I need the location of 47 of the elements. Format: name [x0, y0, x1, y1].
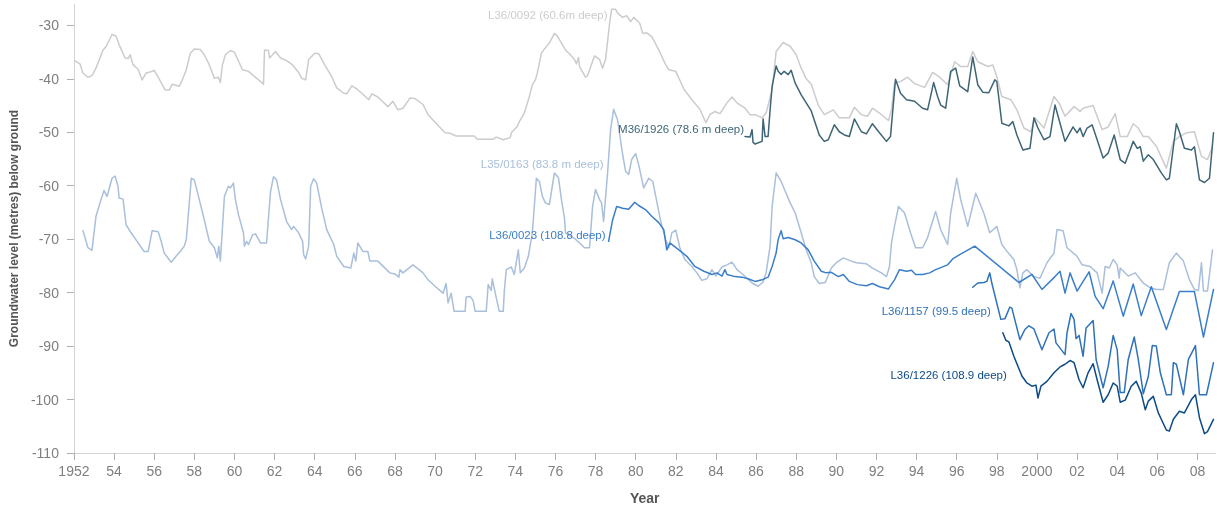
x-tick-label: 2000 [1021, 463, 1053, 479]
x-tick-label: 62 [266, 463, 283, 479]
x-tick-label: 82 [668, 463, 684, 479]
x-tick-label: 94 [908, 463, 925, 479]
y-tick-label: -90 [38, 338, 60, 355]
x-axis-title: Year [629, 490, 661, 506]
x-tick-label: 56 [146, 463, 163, 479]
x-tick-label: 60 [226, 463, 243, 479]
x-tick-label: 1952 [58, 463, 90, 479]
x-tick-label: 54 [106, 463, 123, 479]
x-tick-label: 86 [748, 463, 765, 479]
x-tick-label: 02 [1069, 463, 1086, 479]
y-tick-label: -50 [38, 124, 60, 141]
x-tick-label: 74 [507, 463, 524, 479]
y-tick-label: -70 [38, 231, 60, 248]
x-tick-label: 98 [989, 463, 1005, 479]
y-tick-label: -80 [38, 284, 60, 301]
series-label: L36/1226 (108.9 deep) [890, 369, 1007, 382]
x-tick-label: 84 [708, 463, 724, 479]
series-label: M36/1926 (78.6 m deep) [618, 122, 745, 135]
x-tick-label: 78 [587, 463, 604, 479]
x-tick-label: 80 [627, 463, 644, 479]
y-axis-title: Groundwater level (metres) below ground [7, 109, 21, 348]
x-tick-label: 72 [467, 463, 484, 479]
y-tick-label: -30 [38, 17, 60, 34]
x-tick-label: 92 [868, 463, 885, 479]
x-tick-label: 68 [387, 463, 403, 479]
x-tick-label: 06 [1149, 463, 1166, 479]
x-tick-label: 70 [427, 463, 444, 479]
x-tick-label: 66 [347, 463, 363, 479]
x-tick-label: 64 [306, 463, 323, 479]
x-tick-label: 90 [828, 463, 845, 479]
line-series [607, 201, 1215, 338]
series-label: L35/0163 (83.8 m deep) [480, 157, 604, 170]
x-tick-label: 96 [948, 463, 965, 479]
y-tick-label: -60 [38, 177, 60, 194]
y-tick-label: -100 [30, 391, 60, 408]
x-tick-label: 04 [1109, 463, 1126, 479]
x-tick-label: 76 [547, 463, 564, 479]
y-tick-label: -110 [31, 445, 60, 461]
x-tick-label: 08 [1189, 463, 1206, 479]
series-label: L36/0023 (108.8 deep) [489, 228, 606, 241]
y-tick-label: -40 [38, 70, 60, 87]
x-tick-label: 88 [788, 463, 805, 479]
series-label: L36/1157 (99.5 deep) [881, 304, 991, 317]
x-tick-label: 58 [186, 463, 203, 479]
line-series [744, 56, 1215, 184]
